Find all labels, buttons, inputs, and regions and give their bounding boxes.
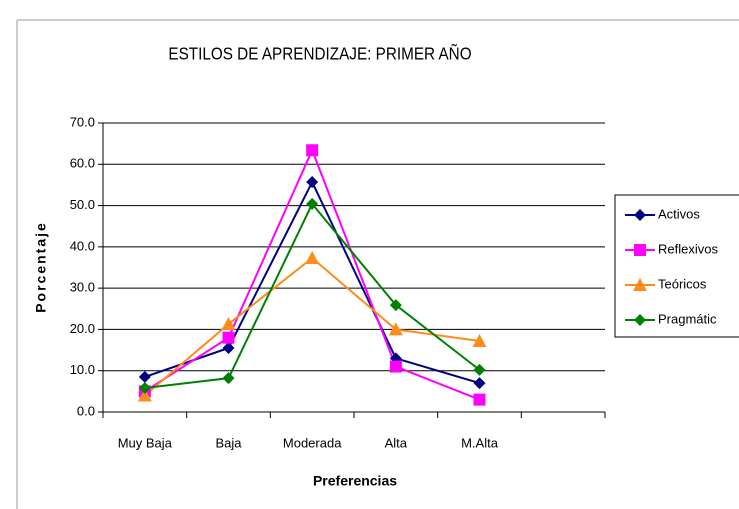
- legend-label: Reflexivos: [658, 241, 718, 256]
- y-tick-label: 10.0: [70, 362, 95, 377]
- legend-label: Pragmátic: [658, 311, 717, 326]
- x-tick-label: Baja: [215, 435, 242, 450]
- y-tick-label: 30.0: [70, 280, 95, 295]
- y-tick-label: 50.0: [70, 197, 95, 212]
- data-point: [138, 382, 151, 395]
- y-tick-label: 40.0: [70, 238, 95, 253]
- legend-box: [614, 194, 739, 338]
- legend-marker: [634, 314, 646, 326]
- data-point: [473, 363, 486, 376]
- legend-marker: [633, 278, 647, 291]
- data-point: [137, 388, 152, 402]
- x-tick-label: Muy Baja: [118, 435, 173, 450]
- y-tick-label: 60.0: [70, 156, 95, 171]
- y-tick-label: 20.0: [70, 321, 95, 336]
- data-point: [138, 370, 151, 383]
- legend-label: Activos: [658, 206, 700, 221]
- x-tick-label: Alta: [385, 435, 408, 450]
- data-point: [306, 176, 319, 189]
- y-tick-label: 70.0: [70, 114, 95, 129]
- data-point: [222, 331, 235, 344]
- data-point: [221, 317, 236, 331]
- x-tick-label: Moderada: [283, 435, 342, 450]
- data-point: [222, 342, 235, 355]
- y-axis-label: Porcentaje: [33, 221, 49, 313]
- data-point: [388, 322, 403, 336]
- legend-marker: [634, 244, 646, 256]
- data-point: [305, 251, 320, 265]
- data-point: [472, 333, 487, 347]
- data-point: [306, 144, 319, 157]
- data-point: [389, 360, 402, 373]
- y-tick-label: 0.0: [77, 403, 95, 418]
- x-axis-label: Preferencias: [313, 473, 397, 489]
- chart-title: ESTILOS DE APRENDIZAJE: PRIMER AÑO: [168, 43, 471, 65]
- data-point: [306, 197, 319, 210]
- legend-label: Teóricos: [658, 276, 707, 291]
- data-point: [473, 377, 486, 390]
- data-point: [473, 393, 486, 406]
- legend-marker: [634, 209, 646, 221]
- x-tick-label: M.Alta: [461, 435, 499, 450]
- data-point: [222, 372, 235, 385]
- data-point: [389, 299, 402, 312]
